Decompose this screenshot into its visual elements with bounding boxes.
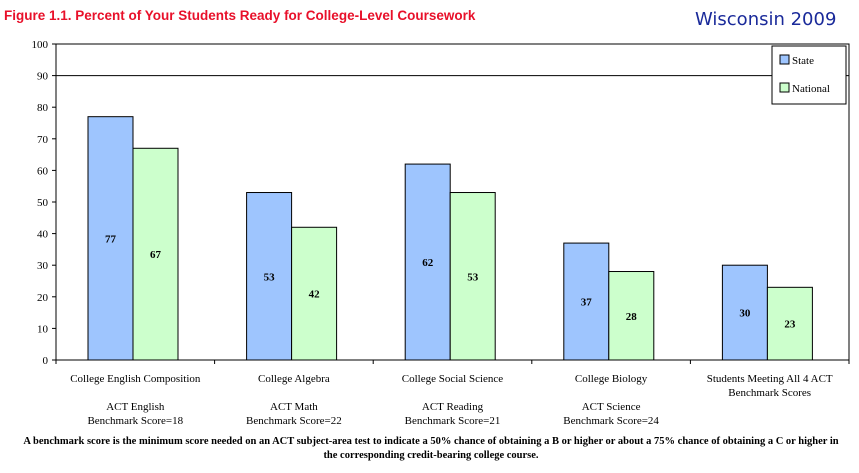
- y-tick-label: 10: [37, 323, 49, 335]
- bar-national-1: [291, 226, 338, 361]
- category-label: Benchmark Scores: [728, 387, 811, 399]
- data-label: 30: [739, 308, 751, 320]
- data-label: 53: [264, 271, 276, 283]
- y-tick-label: 50: [37, 197, 49, 209]
- y-tick-label: 0: [43, 355, 49, 367]
- data-label: 62: [422, 257, 434, 269]
- legend-swatch-state: [779, 54, 790, 65]
- data-label: 28: [626, 311, 638, 323]
- category-label: College Biology: [575, 373, 648, 385]
- legend-label-national: National: [792, 83, 830, 95]
- y-tick-label: 100: [32, 39, 49, 51]
- bar-state-2: [404, 163, 451, 361]
- data-label: 53: [467, 271, 479, 283]
- data-label: 42: [309, 289, 321, 301]
- category-label: ACT Math: [270, 401, 318, 413]
- bar-state-0: [87, 116, 134, 361]
- bar-national-3: [608, 271, 655, 361]
- data-label: 67: [150, 249, 162, 261]
- category-label: College Social Science: [402, 373, 504, 385]
- category-label: Benchmark Score=21: [405, 415, 501, 427]
- category-label: Students Meeting All 4 ACT: [707, 373, 833, 385]
- data-label: 23: [784, 319, 796, 331]
- data-label: 77: [105, 233, 117, 245]
- bar-national-2: [449, 192, 496, 361]
- bar-national-4: [766, 286, 813, 361]
- category-label: Benchmark Score=18: [87, 415, 183, 427]
- y-tick-label: 70: [37, 134, 49, 146]
- category-label: ACT English: [106, 401, 165, 413]
- category-label: College Algebra: [258, 373, 330, 385]
- y-tick-label: 30: [37, 260, 49, 272]
- category-label: Benchmark Score=24: [563, 415, 659, 427]
- bar-chart: 0 10 20 30 40 50 60 70 80 90 100 77 53 62 37 30 67 42 53 28…: [32, 39, 850, 427]
- category-label: ACT Science: [582, 401, 641, 413]
- category-label: ACT Reading: [422, 401, 484, 413]
- category-label: Benchmark Score=22: [246, 415, 342, 427]
- data-label: 37: [581, 297, 593, 309]
- legend-swatch-national: [779, 82, 790, 93]
- bar-national-0: [132, 147, 179, 361]
- bar-state-4: [721, 264, 768, 361]
- category-label: College English Composition: [70, 373, 201, 385]
- legend-label-state: State: [792, 55, 814, 67]
- footnote: A benchmark score is the minimum score n…: [23, 436, 839, 461]
- bar-state-3: [563, 242, 610, 361]
- y-tick-label: 90: [37, 71, 49, 83]
- figure-title: Figure 1.1. Percent of Your Students Rea…: [4, 8, 476, 23]
- y-tick-label: 40: [37, 229, 49, 241]
- state-year-title: Wisconsin 2009: [695, 9, 837, 30]
- y-tick-label: 20: [37, 292, 49, 304]
- y-tick-label: 60: [37, 165, 49, 177]
- y-tick-label: 80: [37, 102, 49, 114]
- bar-state-1: [246, 192, 293, 361]
